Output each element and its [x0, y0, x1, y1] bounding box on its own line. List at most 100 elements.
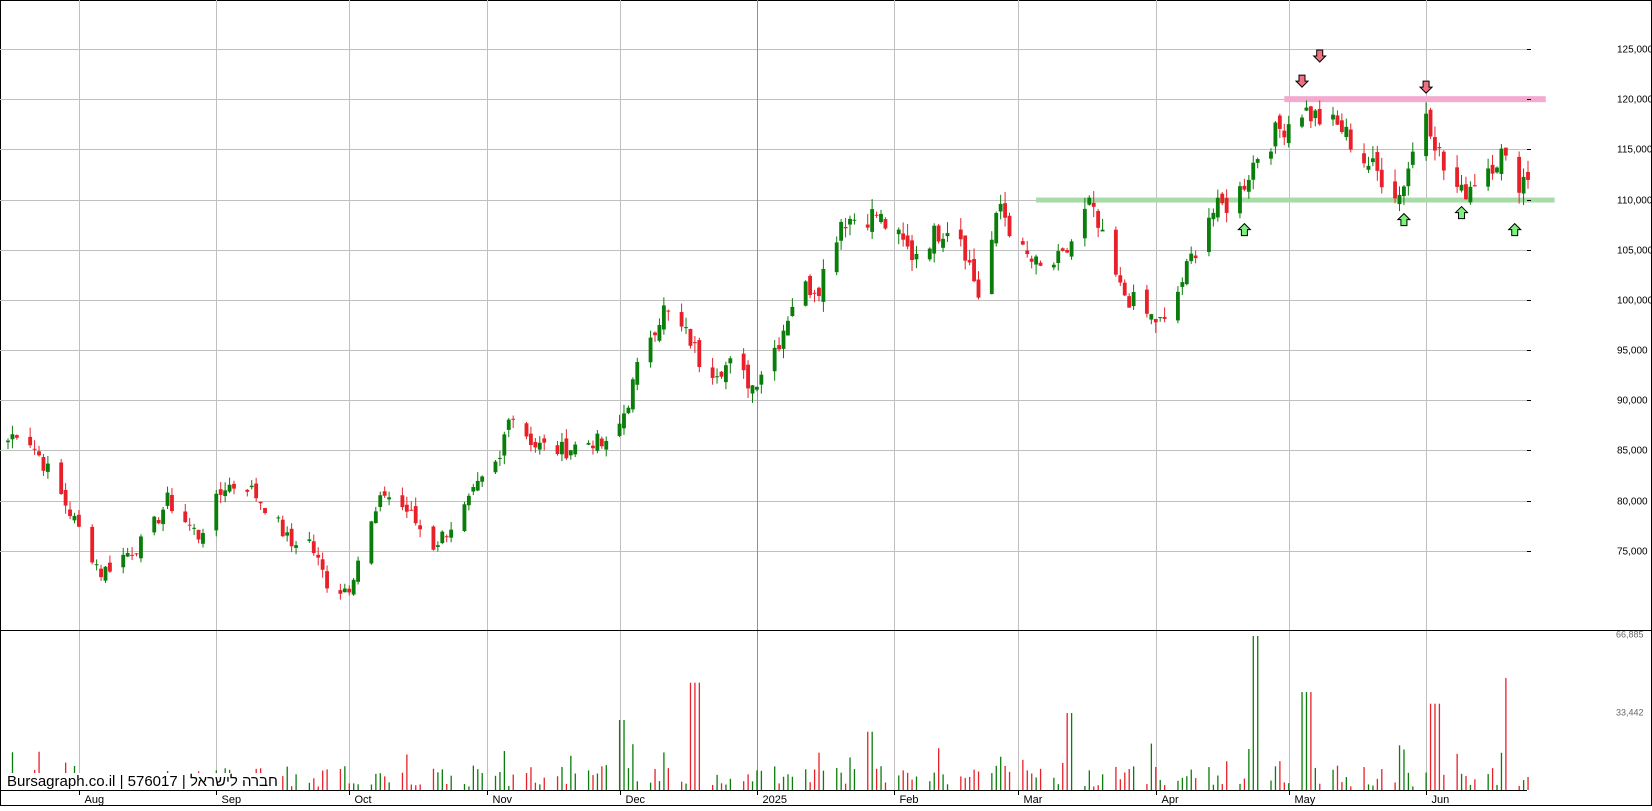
volume-bar [840, 772, 842, 790]
price-tick-label: 90,000 [1617, 396, 1648, 407]
candle [1069, 239, 1074, 260]
candle [865, 213, 870, 231]
candle [1348, 123, 1353, 153]
candle [285, 526, 290, 542]
candle [258, 501, 263, 510]
candle [1362, 143, 1366, 168]
candle [905, 224, 910, 250]
candle [1082, 197, 1087, 247]
candle [759, 371, 764, 394]
candle [1486, 158, 1491, 191]
candle [218, 482, 223, 504]
candle [307, 531, 312, 543]
candle [626, 405, 631, 415]
volume-bar [1031, 773, 1033, 790]
candle [121, 547, 126, 574]
volume-bar [782, 776, 785, 790]
candle [502, 431, 507, 465]
volume-bar [1115, 766, 1117, 790]
volume-bar [1239, 783, 1241, 790]
candle [1020, 237, 1025, 246]
volume-bar [1062, 762, 1064, 790]
volume-bar [1132, 766, 1135, 790]
volume-bar [1407, 772, 1410, 790]
volume-bar [871, 731, 873, 790]
volume-bar [969, 776, 971, 790]
candle [183, 503, 188, 524]
volume-bar [813, 769, 816, 790]
volume-bar [1155, 766, 1157, 790]
volume-bar [1208, 767, 1210, 790]
volume-bar [1319, 783, 1321, 790]
volume-tick-label: 33,442 [1616, 708, 1644, 718]
candle [1393, 169, 1397, 204]
volume-bar [1341, 782, 1343, 790]
candle [94, 559, 99, 571]
candle [564, 429, 569, 460]
candle [1490, 154, 1495, 180]
volume-bar [463, 784, 466, 790]
volume-bar [1310, 692, 1312, 790]
candle [967, 249, 972, 266]
candle [187, 517, 192, 531]
volume-bar [787, 774, 789, 790]
candle [1175, 286, 1180, 324]
volume-bar [1505, 678, 1507, 790]
volume-bar [1000, 756, 1002, 790]
volume-bar [822, 770, 825, 790]
volume-bar [1101, 774, 1104, 790]
volume-bar [689, 682, 692, 790]
volume-bar [530, 767, 532, 790]
volume-bar [1084, 785, 1086, 790]
candle [130, 547, 134, 561]
candle [661, 297, 666, 335]
candle [201, 528, 205, 548]
volume-bar [1283, 782, 1285, 790]
volume-bar [503, 751, 506, 790]
month-tick-label: Feb [900, 794, 919, 806]
candle [1100, 218, 1105, 232]
watermark-site[interactable]: Bursagraph.co.il [7, 773, 116, 790]
candle [1091, 191, 1096, 218]
candle [45, 455, 50, 479]
volume-bar [716, 774, 718, 790]
candle [879, 209, 883, 224]
candle [1375, 145, 1380, 181]
candle [1056, 244, 1061, 271]
up-arrow-icon [1237, 222, 1252, 237]
price-tick-label: 115,000 [1617, 145, 1652, 156]
volume-bar [379, 773, 381, 790]
volume-bar [1367, 784, 1370, 790]
candle [1370, 146, 1375, 167]
volume-bar [720, 783, 723, 790]
candle [475, 472, 480, 492]
candle [568, 449, 573, 460]
volume-bar [712, 784, 714, 790]
volume-bar [1345, 777, 1348, 790]
month-tick-label: 2025 [763, 794, 787, 806]
candle [37, 445, 41, 457]
volume-bar [729, 778, 732, 790]
volume-bar [401, 772, 404, 790]
volume-bar [756, 770, 758, 790]
volume-bar [1434, 703, 1436, 790]
candle [1517, 151, 1522, 204]
volume-bar [472, 765, 475, 790]
candle [1211, 208, 1216, 227]
resistance-band [1284, 96, 1546, 103]
volume-bar [1394, 782, 1396, 790]
candle [1331, 106, 1335, 126]
candle [1051, 262, 1056, 271]
volume-bar [592, 775, 594, 790]
volume-bar [658, 781, 661, 790]
candle [369, 520, 374, 565]
candle [852, 213, 857, 225]
candle [719, 370, 724, 379]
volume-bar [1425, 772, 1427, 790]
volume-bar [1164, 785, 1166, 790]
candle [1406, 161, 1411, 196]
candle [311, 534, 316, 556]
volume-bar [1443, 774, 1445, 790]
candle [821, 259, 826, 312]
volume-bar [446, 783, 448, 790]
